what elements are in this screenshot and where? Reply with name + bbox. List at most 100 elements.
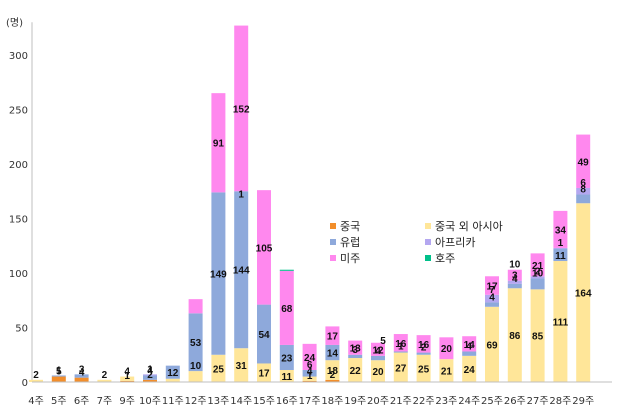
data-label: 11 — [282, 372, 293, 383]
bar-segment — [279, 344, 294, 371]
x-tick-label: 14주 — [230, 396, 252, 407]
bar-segment — [393, 334, 408, 352]
data-label: 10 — [190, 361, 202, 372]
data-label: 17 — [327, 332, 339, 343]
bar-segment — [348, 340, 363, 355]
data-label: 20 — [372, 367, 384, 378]
y-tick-label: 0 — [22, 378, 28, 389]
data-label: 7 — [489, 285, 495, 296]
bar-segment — [325, 326, 340, 345]
data-label: 24 — [464, 365, 476, 376]
data-label: 86 — [509, 331, 521, 342]
legend-swatch — [330, 239, 336, 245]
bar-segment — [143, 374, 157, 376]
x-tick-label: 20주 — [367, 396, 389, 407]
bar-segment — [302, 380, 317, 382]
bar-segment — [302, 343, 317, 371]
x-tick-label: 7주 — [97, 396, 113, 407]
data-label: 144 — [233, 266, 250, 277]
y-tick-label: 200 — [9, 160, 28, 171]
bar-segment — [371, 355, 385, 361]
bar-segment — [74, 374, 89, 378]
data-label: 4 — [466, 341, 472, 352]
x-tick-label: 9주 — [119, 396, 135, 407]
x-tick-label: 29주 — [572, 396, 594, 407]
bar-segment — [462, 355, 477, 382]
data-label: 5 — [380, 336, 386, 347]
x-tick-label: 21주 — [390, 396, 412, 407]
bar-segment — [234, 25, 249, 192]
data-label: 1 — [558, 238, 564, 249]
data-label: 5 — [56, 367, 62, 378]
bar-segment — [530, 253, 545, 277]
bar-segment — [234, 191, 249, 349]
data-label: 4 — [124, 367, 130, 378]
x-tick-label: 19주 — [344, 396, 366, 407]
bar-segment — [143, 375, 157, 380]
data-label: 91 — [213, 139, 225, 150]
bar-segment — [507, 269, 522, 281]
data-label: 2 — [421, 343, 427, 354]
bar-segment — [553, 247, 568, 250]
data-label: 10 — [532, 268, 544, 279]
data-label: 25 — [418, 364, 430, 375]
data-label: 1 — [307, 371, 313, 382]
bar-segment — [234, 348, 249, 382]
legend-swatch — [425, 255, 431, 261]
data-label: 8 — [580, 185, 586, 196]
legend-label: 아프리카 — [435, 236, 475, 249]
bar-segment — [348, 358, 363, 382]
data-label: 4 — [489, 292, 495, 303]
x-tick-label: 10주 — [139, 396, 161, 407]
y-tick-label: 50 — [15, 324, 28, 335]
x-tick-label: 5주 — [51, 396, 67, 407]
x-tick-label: 16주 — [276, 396, 298, 407]
y-axis: 0 50 100 150 200 250 300 — [9, 22, 33, 389]
bar-segment — [325, 344, 340, 361]
bar-segment — [576, 203, 591, 382]
bar-segment — [188, 299, 203, 314]
data-label: 3 — [79, 364, 85, 375]
data-label: 10 — [509, 260, 521, 271]
bar-segment — [211, 354, 226, 382]
bar-segment — [97, 379, 112, 382]
bar-segment — [553, 210, 568, 248]
y-tick-label: 250 — [9, 106, 28, 117]
data-label: 4 — [512, 274, 518, 285]
bar-segment — [302, 370, 317, 377]
legend-label: 미주 — [340, 252, 360, 265]
bar-segment — [279, 370, 294, 382]
bar-segment — [393, 352, 408, 382]
x-tick-label: 22주 — [413, 396, 435, 407]
bar-segment — [120, 376, 135, 381]
bar-segment — [188, 371, 203, 382]
legend-label: 유럽 — [340, 235, 360, 249]
data-label: 16 — [418, 340, 430, 351]
bar-segment — [257, 304, 271, 364]
data-label: 16 — [395, 339, 407, 350]
data-label: 13 — [350, 344, 362, 355]
data-label: 4 — [375, 346, 381, 357]
bar-segment — [485, 306, 499, 382]
legend-label: 호주 — [435, 252, 455, 265]
data-label: 21 — [532, 261, 544, 272]
data-label: 68 — [281, 304, 293, 315]
data-label: 1 — [124, 371, 130, 382]
data-label: 2 — [33, 370, 39, 381]
data-label: 6 — [580, 178, 586, 189]
legend-swatch — [330, 223, 336, 229]
data-label: 1 — [398, 341, 404, 352]
x-tick-label: 15주 — [253, 396, 275, 407]
bar-segment — [51, 376, 66, 382]
x-tick-label: 13주 — [207, 396, 229, 407]
bar-segment — [348, 354, 363, 359]
bar-segment — [188, 313, 203, 372]
data-label: 12 — [167, 368, 179, 379]
y-tick-label: 150 — [9, 215, 28, 226]
x-tick-label: 26주 — [504, 396, 526, 407]
x-axis: 4주 5주 6주 7주 9주 10주 11주 12주 13주 14주 15주 16주 17주 18주 19주… — [28, 381, 612, 407]
bar-segment — [211, 93, 226, 193]
bar-segment — [507, 283, 522, 289]
